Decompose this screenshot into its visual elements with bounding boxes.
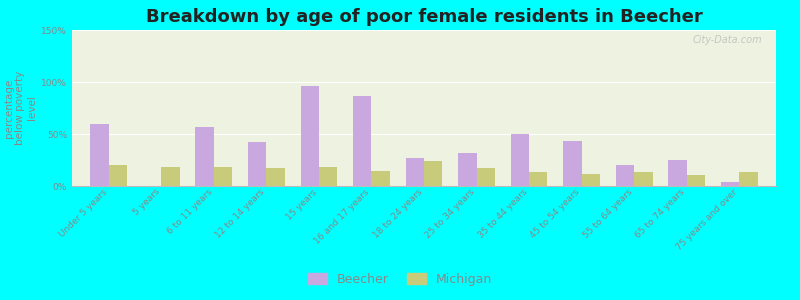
Bar [634, 172, 653, 186]
Bar [353, 95, 371, 186]
Bar [563, 141, 582, 186]
Bar [266, 168, 285, 186]
Bar [301, 86, 319, 186]
Bar [371, 171, 390, 186]
Bar [739, 172, 758, 186]
Bar [406, 158, 424, 186]
Bar [477, 168, 495, 186]
Bar [510, 134, 529, 186]
Bar [162, 167, 180, 186]
Bar [248, 142, 266, 186]
Title: Breakdown by age of poor female residents in Beecher: Breakdown by age of poor female resident… [146, 8, 702, 26]
Bar [582, 173, 600, 186]
Text: City-Data.com: City-Data.com [692, 35, 762, 45]
Bar [686, 175, 705, 186]
Legend: Beecher, Michigan: Beecher, Michigan [303, 268, 497, 291]
Bar [214, 167, 232, 186]
Bar [668, 160, 686, 186]
Bar [458, 153, 477, 186]
Bar [319, 167, 338, 186]
Bar [424, 161, 442, 186]
Y-axis label: percentage
below poverty
level: percentage below poverty level [4, 71, 37, 145]
Bar [109, 165, 127, 186]
Bar [529, 172, 547, 186]
Bar [90, 124, 109, 186]
Bar [721, 182, 739, 186]
Bar [616, 165, 634, 186]
Bar [195, 127, 214, 186]
